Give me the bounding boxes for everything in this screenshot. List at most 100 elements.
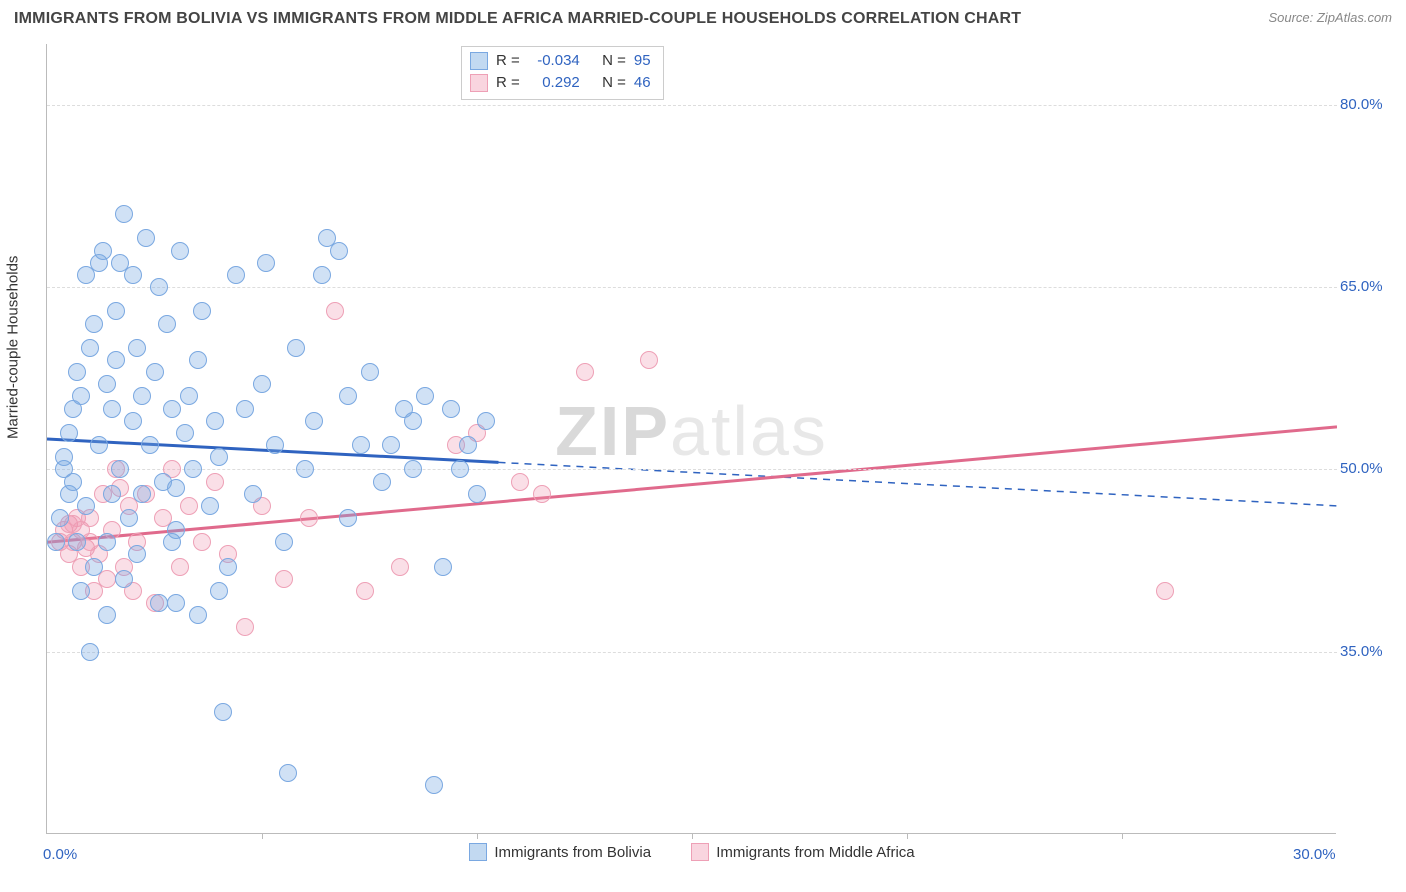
data-point: [115, 205, 133, 223]
data-point: [107, 302, 125, 320]
r-label: R =: [496, 72, 520, 94]
data-point: [150, 594, 168, 612]
x-tick: [1122, 833, 1123, 839]
data-point: [72, 582, 90, 600]
data-point: [64, 473, 82, 491]
data-point: [382, 436, 400, 454]
data-point: [163, 533, 181, 551]
data-point: [120, 509, 138, 527]
y-axis-label: Married-couple Households: [5, 255, 22, 438]
data-point: [326, 302, 344, 320]
data-point: [103, 400, 121, 418]
data-point: [210, 582, 228, 600]
data-point: [189, 351, 207, 369]
plot-area: Married-couple Households ZIPatlas R = -…: [46, 44, 1336, 834]
data-point: [356, 582, 374, 600]
data-point: [279, 764, 297, 782]
data-point: [72, 387, 90, 405]
x-tick: [907, 833, 908, 839]
data-point: [171, 558, 189, 576]
data-point: [133, 387, 151, 405]
data-point: [533, 485, 551, 503]
data-point: [339, 387, 357, 405]
data-point: [94, 242, 112, 260]
data-point: [425, 776, 443, 794]
r-value-bolivia: -0.034: [528, 50, 580, 72]
data-point: [98, 606, 116, 624]
n-value-bolivia: 95: [634, 50, 651, 72]
data-point: [133, 485, 151, 503]
gridline: [47, 105, 1337, 106]
y-tick-label: 65.0%: [1340, 278, 1390, 295]
legend-label-africa: Immigrants from Middle Africa: [716, 844, 914, 861]
watermark-left: ZIP: [555, 392, 670, 470]
data-point: [51, 509, 69, 527]
data-point: [184, 460, 202, 478]
swatch-bolivia-icon: [470, 52, 488, 70]
legend-item-africa: Immigrants from Middle Africa: [691, 843, 914, 861]
data-point: [275, 570, 293, 588]
data-point: [167, 479, 185, 497]
data-point: [1156, 582, 1174, 600]
plot-container: Married-couple Households ZIPatlas R = -…: [46, 44, 1392, 834]
data-point: [107, 351, 125, 369]
data-point: [206, 412, 224, 430]
data-point: [236, 618, 254, 636]
data-point: [111, 460, 129, 478]
data-point: [305, 412, 323, 430]
data-point: [244, 485, 262, 503]
swatch-africa-icon: [470, 74, 488, 92]
data-point: [253, 375, 271, 393]
y-tick-label: 35.0%: [1340, 643, 1390, 660]
correlation-box: R = -0.034 N = 95 R = 0.292 N = 46: [461, 46, 664, 100]
data-point: [511, 473, 529, 491]
data-point: [266, 436, 284, 454]
data-point: [361, 363, 379, 381]
data-point: [81, 339, 99, 357]
data-point: [257, 254, 275, 272]
data-point: [296, 460, 314, 478]
data-point: [150, 278, 168, 296]
data-point: [128, 545, 146, 563]
data-point: [468, 485, 486, 503]
watermark-right: atlas: [670, 392, 828, 470]
data-point: [300, 509, 318, 527]
data-point: [451, 460, 469, 478]
x-tick: [477, 833, 478, 839]
data-point: [60, 424, 78, 442]
gridline: [47, 469, 1337, 470]
data-point: [189, 606, 207, 624]
data-point: [206, 473, 224, 491]
data-point: [236, 400, 254, 418]
data-point: [176, 424, 194, 442]
data-point: [141, 436, 159, 454]
data-point: [416, 387, 434, 405]
data-point: [77, 497, 95, 515]
bottom-legend: Immigrants from Bolivia Immigrants from …: [47, 843, 1337, 865]
n-label: N =: [594, 72, 626, 94]
data-point: [313, 266, 331, 284]
trend-lines: [47, 44, 1337, 834]
source-label: Source: ZipAtlas.com: [1268, 10, 1392, 25]
data-point: [68, 363, 86, 381]
y-tick-label: 50.0%: [1340, 460, 1390, 477]
data-point: [442, 400, 460, 418]
data-point: [137, 229, 155, 247]
data-point: [128, 339, 146, 357]
data-point: [330, 242, 348, 260]
data-point: [98, 533, 116, 551]
data-point: [214, 703, 232, 721]
data-point: [81, 643, 99, 661]
data-point: [352, 436, 370, 454]
data-point: [275, 533, 293, 551]
data-point: [201, 497, 219, 515]
data-point: [47, 533, 65, 551]
data-point: [640, 351, 658, 369]
data-point: [287, 339, 305, 357]
data-point: [576, 363, 594, 381]
data-point: [227, 266, 245, 284]
data-point: [404, 460, 422, 478]
data-point: [90, 436, 108, 454]
data-point: [193, 302, 211, 320]
data-point: [193, 533, 211, 551]
